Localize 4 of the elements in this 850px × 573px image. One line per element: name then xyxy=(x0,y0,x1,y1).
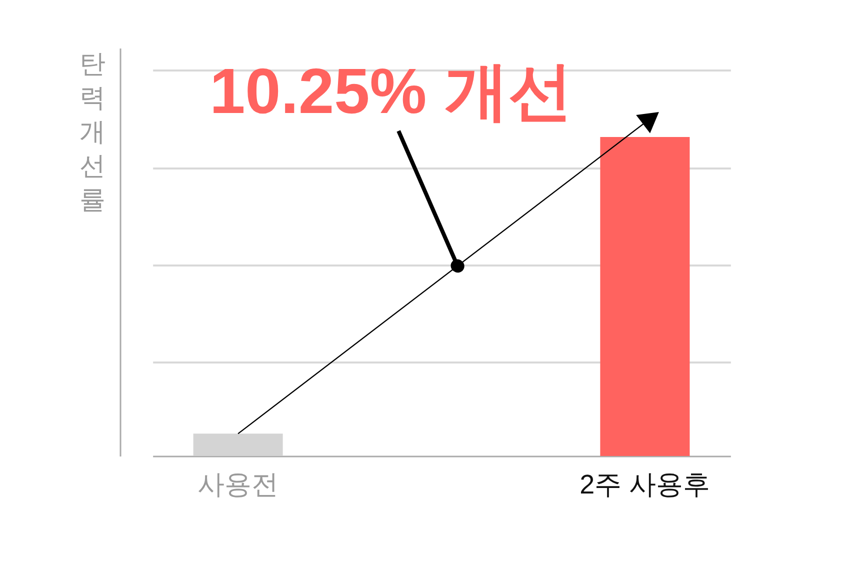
x-tick-label: 2주 사용후 xyxy=(580,470,710,500)
x-tick-label: 사용전 xyxy=(198,470,279,500)
y-axis-title: 탄력개선률 xyxy=(80,48,106,214)
text: 10.25% 개선 xyxy=(210,55,572,127)
